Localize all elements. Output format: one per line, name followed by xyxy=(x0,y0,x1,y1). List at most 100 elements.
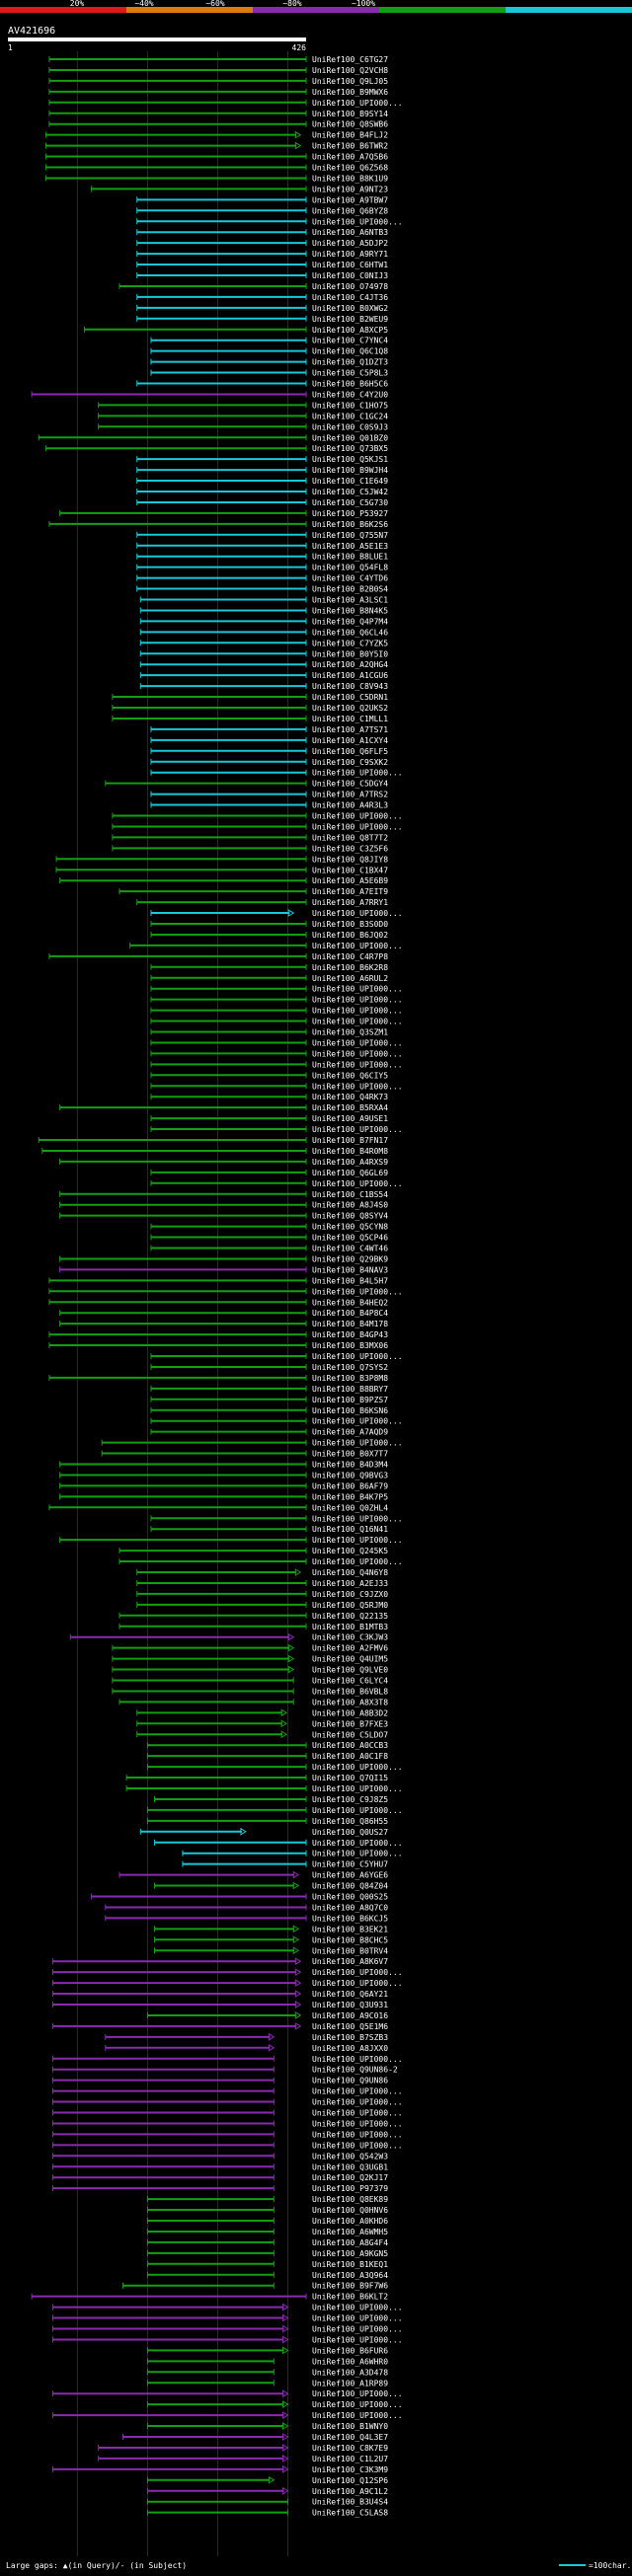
hit-label[interactable]: UniRef100_UPI000... xyxy=(312,822,403,831)
hit-label[interactable]: UniRef100_A9TBW7 xyxy=(312,195,388,204)
hit-label[interactable]: UniRef100_P53927 xyxy=(312,509,388,518)
hit-label[interactable]: UniRef100_A1CXY4 xyxy=(312,736,388,745)
hit-label[interactable]: UniRef100_Q5E1M6 xyxy=(312,2022,388,2031)
hit-label[interactable]: UniRef100_Q16N41 xyxy=(312,1525,388,1534)
hit-label[interactable]: UniRef100_UPI000... xyxy=(312,2098,403,2107)
hit-label[interactable]: UniRef100_A0KHD6 xyxy=(312,2217,388,2226)
hit-label[interactable]: UniRef100_UPI000... xyxy=(312,909,403,918)
hit-label[interactable]: UniRef100_UPI000... xyxy=(312,1287,403,1296)
hit-label[interactable]: UniRef100_Q5CYN8 xyxy=(312,1223,388,1232)
hit-label[interactable]: UniRef100_B6KSN6 xyxy=(312,1406,388,1415)
hit-label[interactable]: UniRef100_A5E1E3 xyxy=(312,542,388,551)
hit-label[interactable]: UniRef100_A1RP89 xyxy=(312,2379,388,2387)
hit-label[interactable]: UniRef100_B4D3M4 xyxy=(312,1461,388,1470)
hit-label[interactable]: UniRef100_B4NAV3 xyxy=(312,1265,388,1274)
hit-label[interactable]: UniRef100_C1HO75 xyxy=(312,401,388,410)
hit-label[interactable]: UniRef100_B4HEQ2 xyxy=(312,1298,388,1307)
hit-label[interactable]: UniRef100_C7YNC4 xyxy=(312,337,388,345)
hit-label[interactable]: UniRef100_B6KCJ5 xyxy=(312,1914,388,1923)
hit-label[interactable]: UniRef100_A5E6B9 xyxy=(312,876,388,885)
hit-label[interactable]: UniRef100_P97379 xyxy=(312,2184,388,2193)
hit-label[interactable]: UniRef100_B8N4K5 xyxy=(312,606,388,615)
hit-label[interactable]: UniRef100_B6TWR2 xyxy=(312,142,388,151)
hit-label[interactable]: UniRef100_B8CHC5 xyxy=(312,1935,388,1944)
hit-label[interactable]: UniRef100_C5DRN1 xyxy=(312,693,388,702)
hit-label[interactable]: UniRef100_UPI000... xyxy=(312,942,403,950)
hit-label[interactable]: UniRef100_UPI000... xyxy=(312,2130,403,2139)
hit-label[interactable]: UniRef100_UPI000... xyxy=(312,2314,403,2323)
hit-label[interactable]: UniRef100_A0CCB3 xyxy=(312,1741,388,1750)
hit-label[interactable]: UniRef100_B3P8M8 xyxy=(312,1374,388,1383)
hit-label[interactable]: UniRef100_Q8EK89 xyxy=(312,2195,388,2204)
hit-label[interactable]: UniRef100_Q4UIM5 xyxy=(312,1655,388,1664)
hit-label[interactable]: UniRef100_B0Y5I0 xyxy=(312,649,388,658)
hit-label[interactable]: UniRef100_Q6GL69 xyxy=(312,1169,388,1177)
hit-label[interactable]: UniRef100_UPI000... xyxy=(312,1850,403,1858)
hit-label[interactable]: UniRef100_C1MLL1 xyxy=(312,715,388,723)
hit-label[interactable]: UniRef100_B3S0D0 xyxy=(312,920,388,929)
hit-label[interactable]: UniRef100_A8G4F4 xyxy=(312,2238,388,2247)
hit-label[interactable]: UniRef100_UPI000... xyxy=(312,2400,403,2409)
hit-label[interactable]: UniRef100_A8X3T8 xyxy=(312,1698,388,1706)
hit-label[interactable]: UniRef100_B4R0M8 xyxy=(312,1147,388,1156)
hit-label[interactable]: UniRef100_UPI000... xyxy=(312,2335,403,2344)
hit-label[interactable]: UniRef100_Q29BK9 xyxy=(312,1254,388,1263)
hit-label[interactable]: UniRef100_C3K3M9 xyxy=(312,2465,388,2474)
hit-label[interactable]: UniRef100_B4P8C4 xyxy=(312,1309,388,1318)
hit-label[interactable]: UniRef100_UPI000... xyxy=(312,1839,403,1848)
hit-label[interactable]: UniRef100_UPI000... xyxy=(312,2304,403,2312)
hit-label[interactable]: UniRef100_Q542W3 xyxy=(312,2152,388,2160)
hit-label[interactable]: UniRef100_Q12SP6 xyxy=(312,2476,388,2485)
hit-label[interactable]: UniRef100_B6VBL8 xyxy=(312,1687,388,1696)
hit-label[interactable]: UniRef100_A6NTB3 xyxy=(312,228,388,237)
hit-label[interactable]: UniRef100_C1GC24 xyxy=(312,412,388,420)
hit-label[interactable]: UniRef100_B4GP43 xyxy=(312,1330,388,1339)
hit-label[interactable]: UniRef100_B4K7P5 xyxy=(312,1492,388,1501)
hit-label[interactable]: UniRef100_B1MTB3 xyxy=(312,1623,388,1631)
hit-label[interactable]: UniRef100_C4R7P8 xyxy=(312,952,388,961)
hit-label[interactable]: UniRef100_UPI000... xyxy=(312,1179,403,1188)
hit-label[interactable]: UniRef100_UPI000... xyxy=(312,2109,403,2118)
hit-label[interactable]: UniRef100_B9WJH4 xyxy=(312,466,388,475)
hit-label[interactable]: UniRef100_A6WMH5 xyxy=(312,2228,388,2236)
hit-label[interactable]: UniRef100_A7EIT9 xyxy=(312,887,388,896)
hit-label[interactable]: UniRef100_A2EJ33 xyxy=(312,1579,388,1588)
hit-label[interactable]: UniRef100_Q22135 xyxy=(312,1612,388,1621)
hit-label[interactable]: UniRef100_Q6CL46 xyxy=(312,628,388,637)
hit-label[interactable]: UniRef100_A8K6V7 xyxy=(312,1957,388,1966)
hit-label[interactable]: UniRef100_A3LSC1 xyxy=(312,596,388,605)
hit-label[interactable]: UniRef100_B3MX06 xyxy=(312,1341,388,1350)
hit-label[interactable]: UniRef100_UPI000... xyxy=(312,1557,403,1566)
hit-label[interactable]: UniRef100_Q8JIY8 xyxy=(312,855,388,864)
hit-label[interactable]: UniRef100_C5G730 xyxy=(312,498,388,507)
hit-label[interactable]: UniRef100_UPI000... xyxy=(312,1038,403,1047)
hit-label[interactable]: UniRef100_B6KLT2 xyxy=(312,2293,388,2302)
hit-label[interactable]: UniRef100_B4FLJ2 xyxy=(312,131,388,140)
hit-label[interactable]: UniRef100_UPI000... xyxy=(312,1060,403,1069)
hit-label[interactable]: UniRef100_A8J4S0 xyxy=(312,1201,388,1210)
hit-label[interactable]: UniRef100_A8XCP5 xyxy=(312,326,388,335)
hit-label[interactable]: UniRef100_A8JXX0 xyxy=(312,2044,388,2053)
hit-label[interactable]: UniRef100_B0TRV4 xyxy=(312,1946,388,1955)
hit-label[interactable]: UniRef100_Q2VCH8 xyxy=(312,66,388,75)
hit-label[interactable]: UniRef100_A6YGE6 xyxy=(312,1871,388,1880)
hit-label[interactable]: UniRef100_UPI000... xyxy=(312,99,403,108)
hit-label[interactable]: UniRef100_UPI000... xyxy=(312,1082,403,1091)
hit-label[interactable]: UniRef100_Q8T7T2 xyxy=(312,833,388,842)
hit-label[interactable]: UniRef100_Q4N6Y8 xyxy=(312,1568,388,1577)
hit-label[interactable]: UniRef100_Q755N7 xyxy=(312,531,388,540)
hit-label[interactable]: UniRef100_UPI000... xyxy=(312,1417,403,1426)
hit-label[interactable]: UniRef100_UPI000... xyxy=(312,2141,403,2150)
hit-label[interactable]: UniRef100_C9J8Z5 xyxy=(312,1795,388,1804)
hit-label[interactable]: UniRef100_B2B0S4 xyxy=(312,585,388,594)
hit-label[interactable]: UniRef100_A9USE1 xyxy=(312,1114,388,1123)
hit-label[interactable]: UniRef100_Q2KJ17 xyxy=(312,2173,388,2182)
hit-label[interactable]: UniRef100_UPI000... xyxy=(312,1763,403,1772)
hit-label[interactable]: UniRef100_UPI000... xyxy=(312,985,403,994)
hit-label[interactable]: UniRef100_C1L2U7 xyxy=(312,2455,388,2463)
hit-label[interactable]: UniRef100_B4M178 xyxy=(312,1320,388,1328)
hit-label[interactable]: UniRef100_UPI000... xyxy=(312,1049,403,1058)
hit-label[interactable]: UniRef100_B9SY14 xyxy=(312,110,388,118)
hit-label[interactable]: UniRef100_A5DJP2 xyxy=(312,239,388,248)
hit-label[interactable]: UniRef100_B8K1U9 xyxy=(312,174,388,183)
